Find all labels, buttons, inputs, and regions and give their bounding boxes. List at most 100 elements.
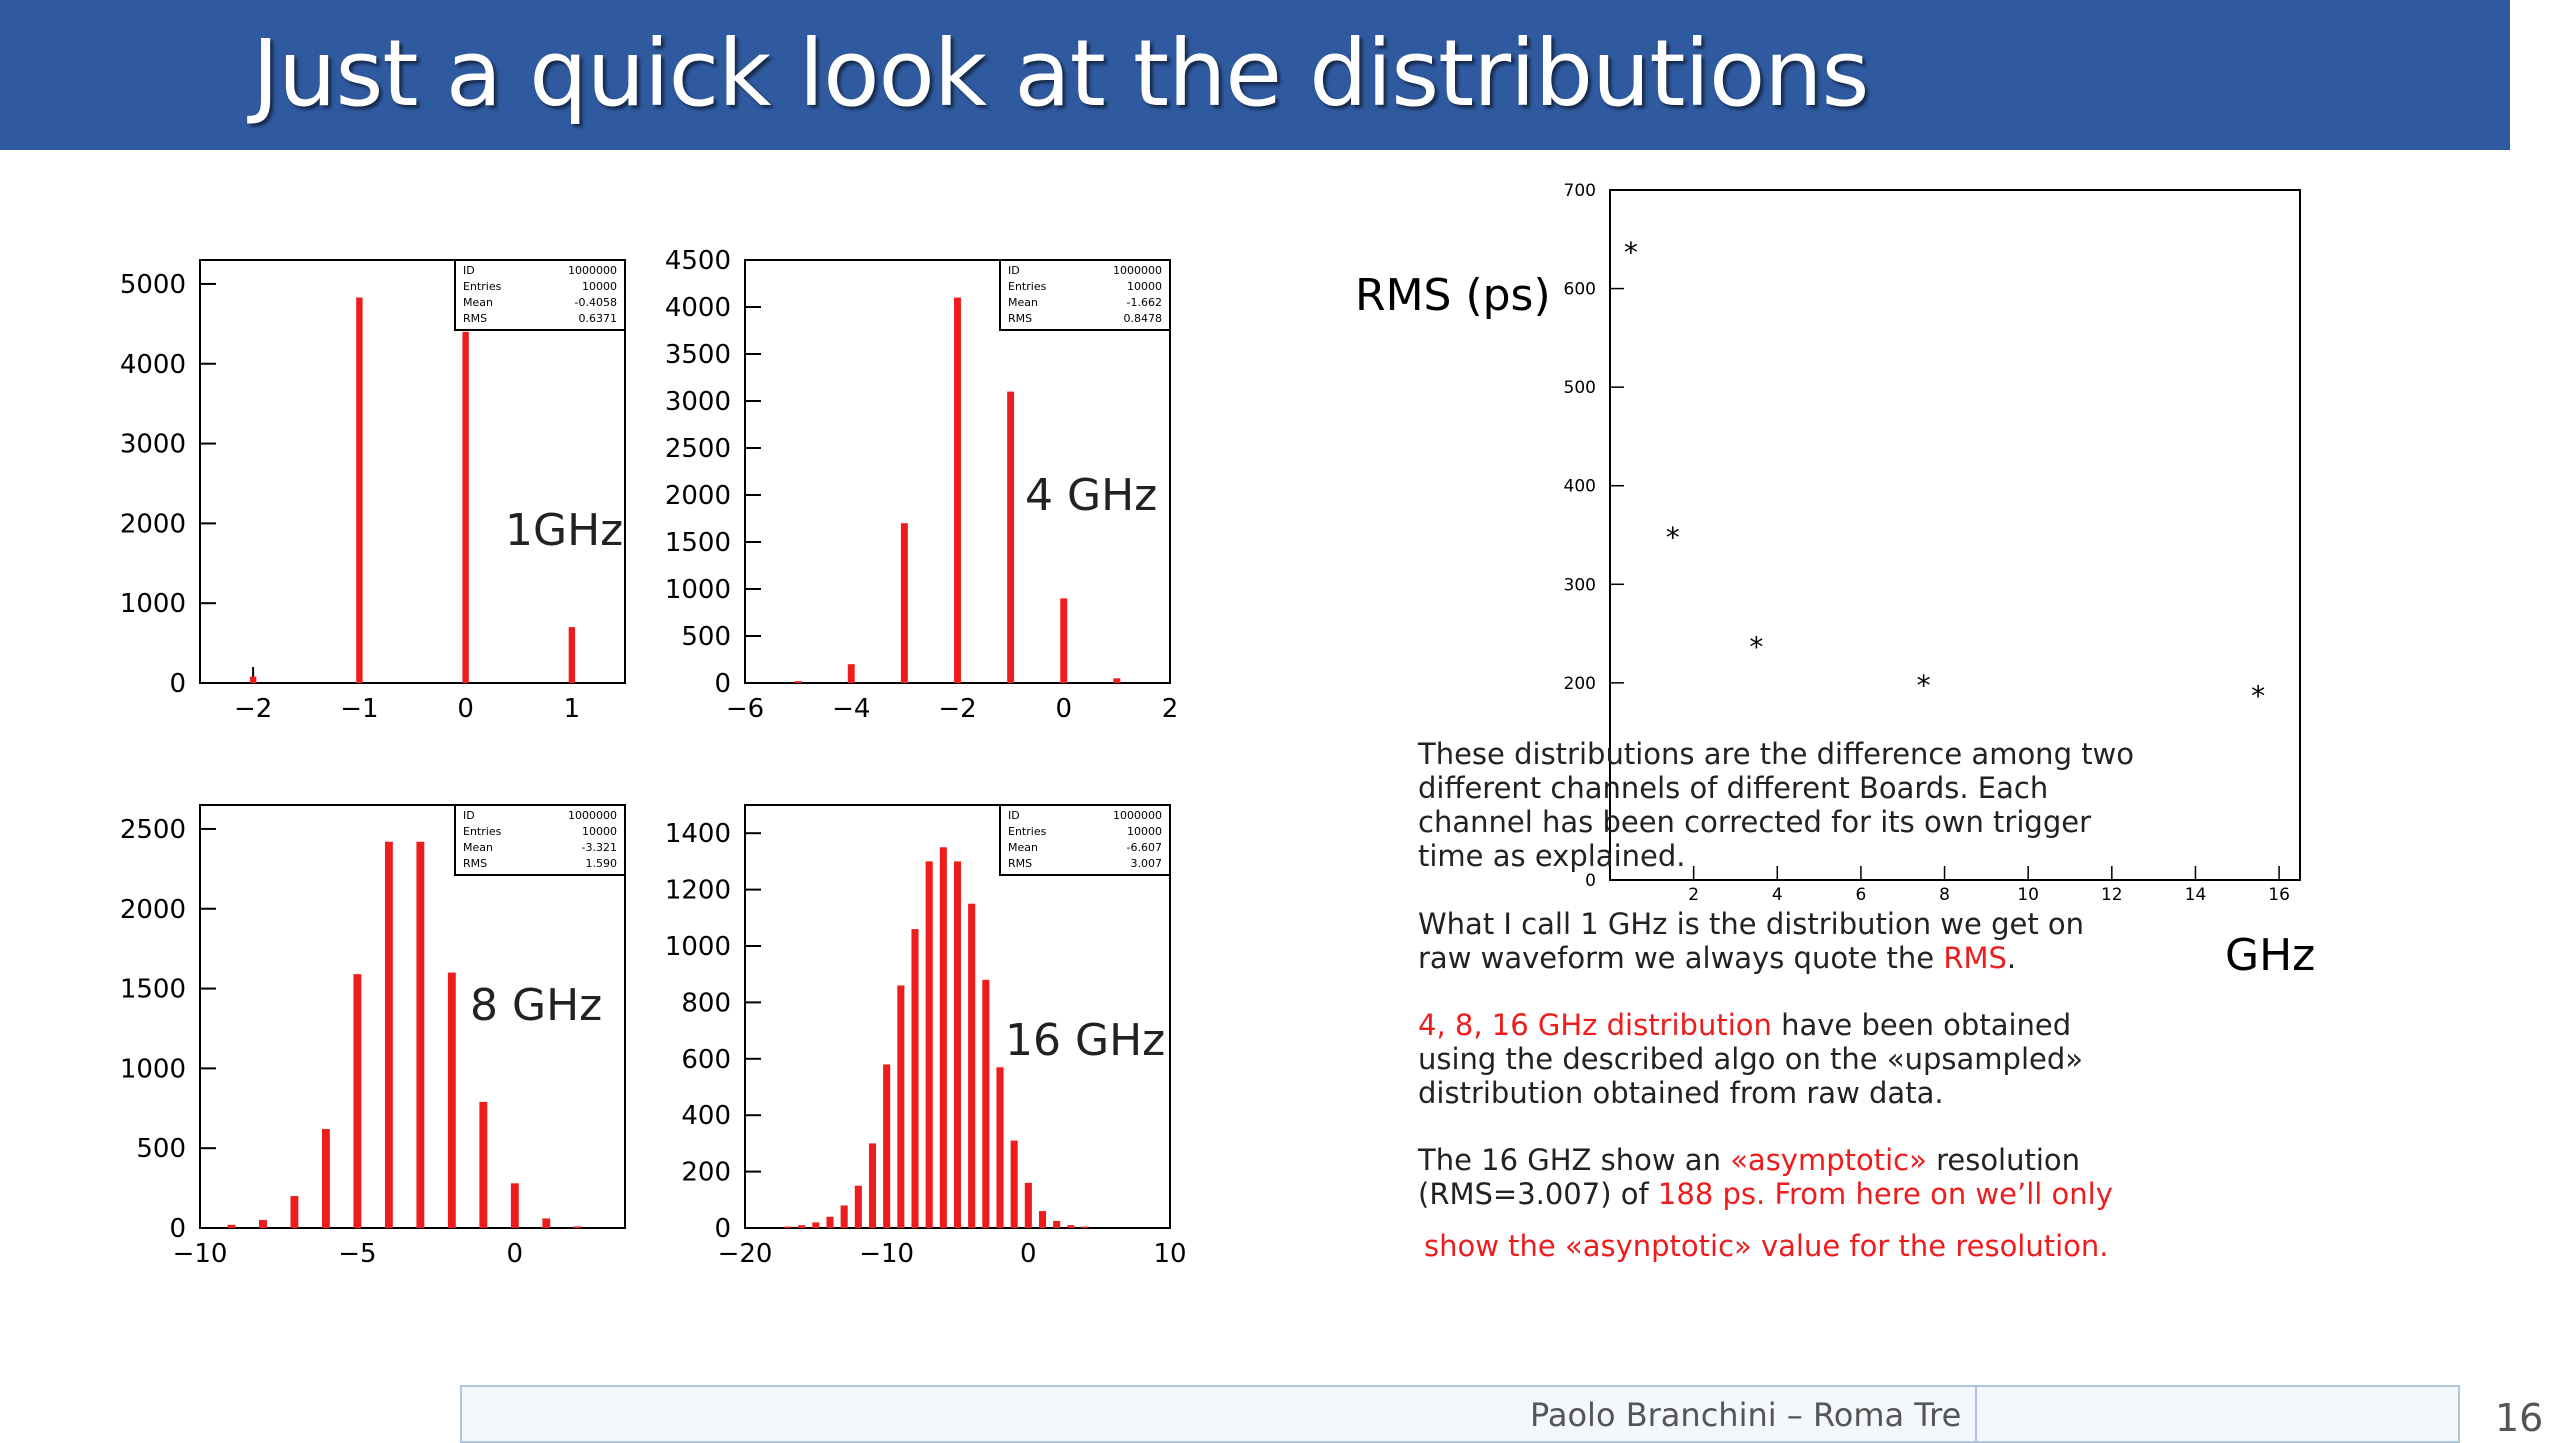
y-tick-label: 500 <box>1564 378 1596 398</box>
histogram-bar <box>812 1222 820 1228</box>
stats-value: 3.007 <box>1131 857 1163 870</box>
histogram-bar <box>479 1101 488 1228</box>
histogram-bar <box>996 1067 1004 1228</box>
histogram-bar <box>1038 1211 1047 1228</box>
histogram-bar <box>982 979 990 1228</box>
y-tick-label: 2500 <box>120 815 186 845</box>
x-tick-label: 1 <box>564 694 581 724</box>
notes-text: resolution (RMS=3.007) of <box>1418 1143 2081 1211</box>
x-tick-label: 10 <box>2017 885 2039 905</box>
histogram-bar <box>1024 1182 1032 1228</box>
y-axis-label: RMS (ps) <box>1355 270 1551 321</box>
y-tick-label: 4500 <box>665 246 731 276</box>
histogram-bar <box>1007 391 1015 683</box>
notes-highlight: 4, 8, 16 GHz distribution <box>1418 1008 1772 1042</box>
stats-key: ID <box>463 264 475 277</box>
y-tick-label: 200 <box>1564 674 1596 694</box>
x-tick-label: 0 <box>507 1239 524 1269</box>
x-tick-label: −20 <box>718 1239 773 1269</box>
stats-key: ID <box>463 809 475 822</box>
stats-key: Entries <box>463 280 502 293</box>
x-tick-label: 14 <box>2185 885 2207 905</box>
histogram-bar <box>925 861 933 1228</box>
histogram-label: 8 GHz <box>470 980 602 1031</box>
x-tick-label: 16 <box>2268 885 2290 905</box>
x-tick-label: −10 <box>859 1239 914 1269</box>
y-tick-label: 800 <box>681 988 731 1018</box>
y-tick-label: 5000 <box>120 270 186 300</box>
y-tick-label: 0 <box>714 669 731 699</box>
title-bar: Just a quick look at the distributions <box>0 0 2510 150</box>
y-tick-label: 1000 <box>665 575 731 605</box>
histogram-bar <box>900 523 908 683</box>
stats-key: Entries <box>1008 825 1047 838</box>
histogram-bar <box>939 847 947 1228</box>
stats-value: -3.321 <box>582 841 617 854</box>
histogram-bar <box>384 841 393 1228</box>
y-tick-label: 500 <box>681 622 731 652</box>
stats-value: 0.8478 <box>1124 312 1163 325</box>
histogram-1ghz: 0 1000 2000 3000 4000 5000 −2 −1 0 1 ID 1000000 Entr… <box>120 259 626 724</box>
histogram-bar <box>227 1224 236 1228</box>
x-tick-label: 12 <box>2101 885 2123 905</box>
y-tick-label: 600 <box>1564 280 1596 300</box>
y-tick-label: 0 <box>169 669 186 699</box>
histogram-bar <box>868 1143 877 1228</box>
notes-highlight: show the «asynptotic» value for the reso… <box>1424 1229 2109 1263</box>
page-number: 16 <box>2495 1396 2544 1440</box>
y-tick-label: 200 <box>681 1158 731 1188</box>
histogram-bar <box>321 1129 330 1228</box>
notes-paragraph-1: These distributions are the difference a… <box>1418 737 2138 873</box>
histogram-bar <box>259 1220 267 1228</box>
stats-key: RMS <box>463 312 487 325</box>
stats-key: Mean <box>463 841 493 854</box>
histogram-bar <box>826 1216 834 1228</box>
stats-key: Mean <box>1008 296 1038 309</box>
histogram-bar <box>290 1196 299 1228</box>
notes-text: . <box>2006 941 2017 975</box>
y-tick-label: 700 <box>1564 181 1596 201</box>
histogram-bar <box>1081 1226 1089 1228</box>
histogram-label: 4 GHz <box>1025 470 1157 521</box>
x-tick-label: 6 <box>1855 885 1866 905</box>
y-tick-label: 2000 <box>120 895 186 925</box>
histogram-bar <box>783 1226 792 1228</box>
histogram-bar <box>911 929 919 1228</box>
y-tick-label: 1200 <box>665 876 731 906</box>
histogram-bar <box>542 1218 551 1228</box>
notes-text: What I call 1 GHz is the distribution we… <box>1418 907 2085 975</box>
x-tick-label: 4 <box>1772 885 1783 905</box>
x-tick-label: −1 <box>340 694 378 724</box>
notes-text: The 16 GHZ show an <box>1418 1143 1731 1177</box>
histogram-bar <box>510 1183 519 1228</box>
histogram-bar <box>356 297 363 683</box>
y-tick-label: 2000 <box>665 481 731 511</box>
x-tick-label: 2 <box>1688 885 1699 905</box>
histogram-8ghz: 0 500 1000 1500 2000 2500 −10 −5 0 ID 1000000 Entri… <box>120 804 626 1269</box>
notes-highlight: RMS <box>1943 941 2007 975</box>
y-tick-label: 400 <box>681 1101 731 1131</box>
y-tick-label: 600 <box>681 1045 731 1075</box>
histogram-bar <box>897 985 905 1228</box>
footer-divider <box>1975 1385 1977 1443</box>
stats-value: 0.6371 <box>579 312 618 325</box>
x-tick-label: −10 <box>173 1239 228 1269</box>
y-tick-label: 0 <box>169 1214 186 1244</box>
y-tick-label: 2000 <box>120 509 186 539</box>
notes-text: have been obtained using the described a… <box>1418 1008 2083 1110</box>
histogram-bar <box>1067 1225 1075 1228</box>
stats-value: 1.590 <box>586 857 618 870</box>
stats-key: ID <box>1008 809 1020 822</box>
stats-value: 10000 <box>1127 280 1162 293</box>
histogram-bar <box>840 1205 848 1228</box>
notes-highlight: «asymptotic» <box>1730 1143 1927 1177</box>
y-tick-label: 1500 <box>665 528 731 558</box>
y-tick-label: 1400 <box>665 819 731 849</box>
y-tick-label: 3500 <box>665 340 731 370</box>
x-tick-label: 0 <box>457 694 474 724</box>
stats-box <box>999 259 1171 331</box>
stats-key: Entries <box>463 825 502 838</box>
rms-vs-frequency-plot: 0 200 300 400 500 600 700 2 4 6 8 10 12 14 16 * * * * * RMS … <box>1355 181 2315 981</box>
data-point: * <box>2251 680 2265 713</box>
histogram-label: 1GHz <box>505 505 623 556</box>
